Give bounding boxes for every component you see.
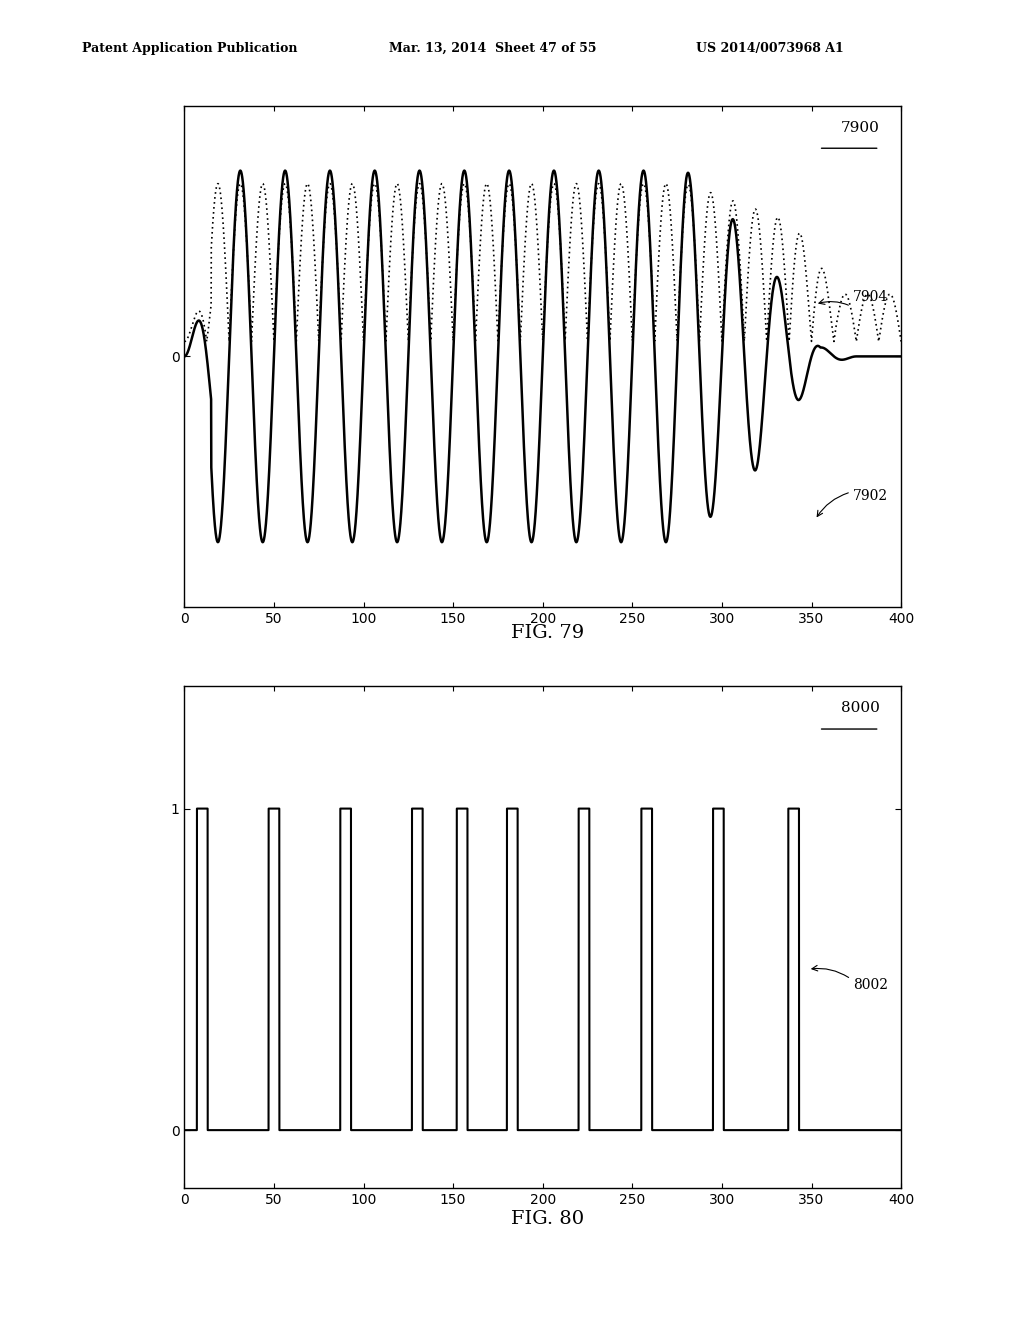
- Text: FIG. 79: FIG. 79: [511, 624, 585, 643]
- Text: 7904: 7904: [853, 290, 888, 304]
- Text: 7902: 7902: [853, 488, 888, 503]
- Text: US 2014/0073968 A1: US 2014/0073968 A1: [696, 42, 844, 55]
- Text: 7900: 7900: [841, 120, 880, 135]
- Text: FIG. 80: FIG. 80: [511, 1210, 585, 1229]
- Text: 8000: 8000: [841, 701, 880, 715]
- Text: 8002: 8002: [853, 978, 888, 993]
- Text: Patent Application Publication: Patent Application Publication: [82, 42, 297, 55]
- Text: Mar. 13, 2014  Sheet 47 of 55: Mar. 13, 2014 Sheet 47 of 55: [389, 42, 597, 55]
